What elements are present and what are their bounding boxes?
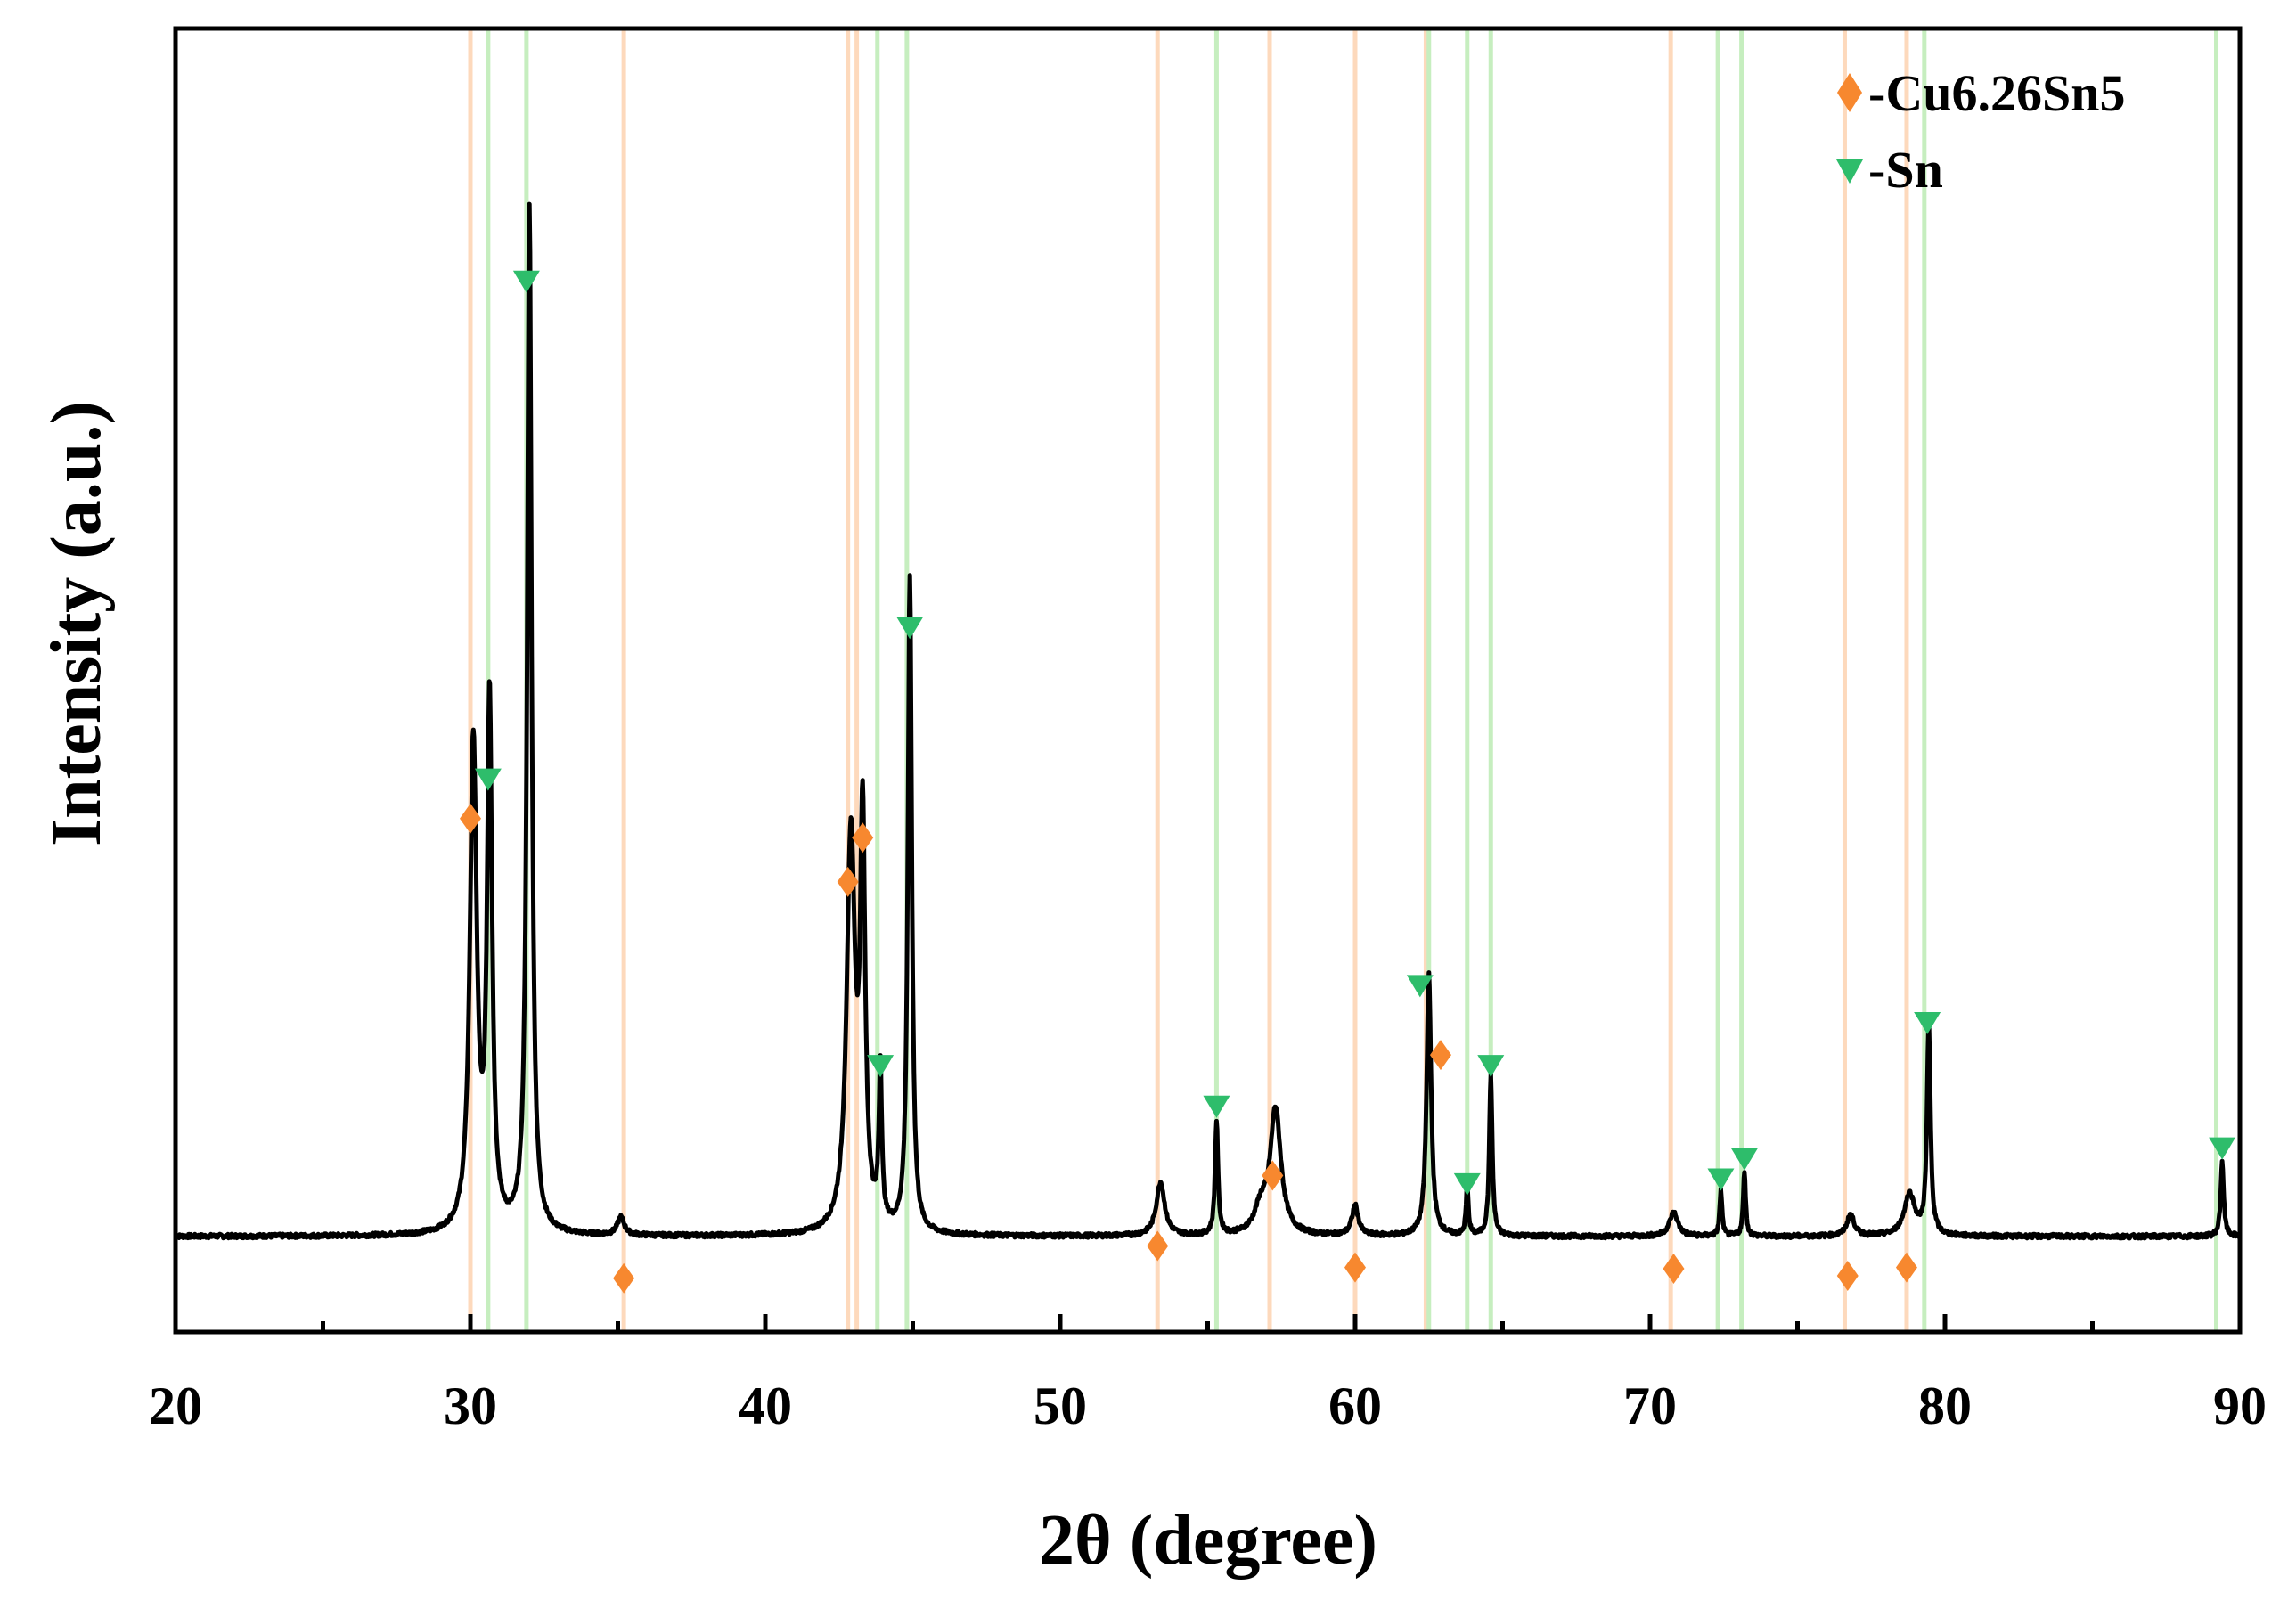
diffraction-pattern [174,201,2242,1241]
cu6-26sn5-marker [837,866,859,897]
peak-markers [460,270,2236,1294]
sn-marker [512,270,540,293]
pattern-line [174,201,2242,1241]
cu6-26sn5-marker [852,822,874,854]
x-tick-label: 30 [444,1376,497,1435]
sn-marker [1453,1172,1481,1196]
x-tick-label: 70 [1623,1376,1677,1435]
sn-marker [1730,1148,1758,1171]
x-tick-label: 20 [149,1376,202,1435]
legend-diamond-marker [1837,73,1862,112]
sn-marker [1406,975,1434,998]
sn-marker [1914,1011,1941,1034]
sn-marker [474,768,502,791]
reference-lines [468,29,2219,1332]
legend-triangle-marker [1836,159,1863,184]
x-tick-label: 80 [1918,1376,1972,1435]
legend: -Cu6.26Sn5 -Sn [1836,64,2125,199]
x-tick-label: 90 [2213,1376,2267,1435]
x-tick-label: 50 [1034,1376,1087,1435]
cu6-26sn5-marker [1836,1261,1859,1292]
cu6-26sn5-marker [613,1262,635,1294]
sn-marker [2209,1137,2236,1160]
sn-marker [1707,1168,1735,1191]
cu6-26sn5-marker [1262,1160,1284,1191]
x-axis-ticks: 20 30 40 50 60 70 80 90 [149,1314,2267,1435]
cu6-26sn5-marker [1147,1230,1169,1262]
x-tick-label: 40 [739,1376,792,1435]
legend-label-sn: -Sn [1868,141,1943,199]
cu6-26sn5-marker [1344,1252,1366,1283]
sn-marker [1203,1095,1230,1118]
sn-marker [1477,1055,1505,1078]
cu6-26sn5-marker [1663,1253,1685,1284]
sn-marker [867,1055,895,1078]
x-tick-label: 60 [1328,1376,1382,1435]
cu6-26sn5-marker [1895,1252,1917,1283]
x-axis-title: 2θ (degree) [1039,1501,1377,1580]
sn-marker [896,617,924,640]
cu6-26sn5-marker [1429,1040,1451,1071]
y-axis-title: Intensity (a.u.) [37,401,116,846]
cu6-26sn5-marker [460,803,481,834]
legend-label-cu6-26sn5: -Cu6.26Sn5 [1868,64,2125,122]
